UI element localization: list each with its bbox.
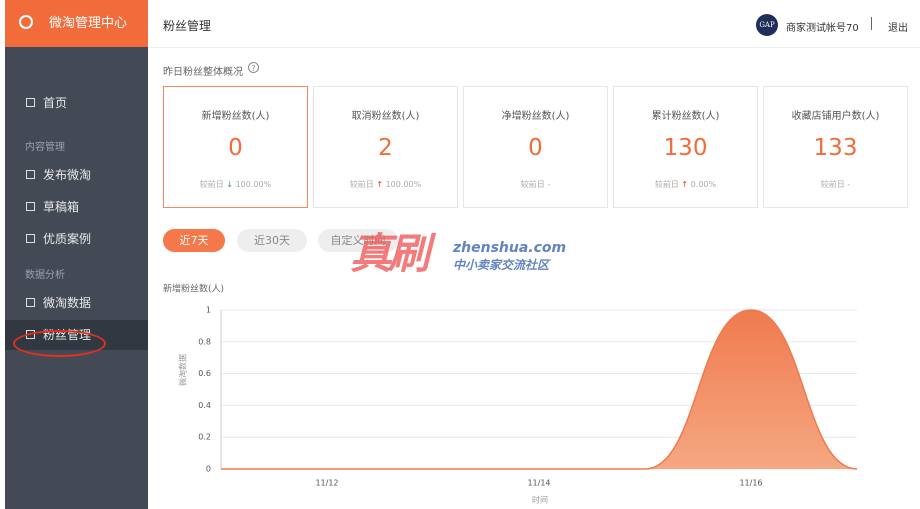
compare-text: 较前日 xyxy=(820,180,845,189)
card-compare: 较前日 ↑ 0.00% xyxy=(614,179,757,190)
nav-item[interactable]: 发布微淘 xyxy=(5,160,148,190)
brand-name: 微淘管理中心 xyxy=(49,16,128,31)
card-compare: 较前日 ↓ 100.00% xyxy=(164,179,307,190)
header xyxy=(148,5,920,48)
card-label: 新增粉丝数(人) xyxy=(201,111,270,122)
nav-icon xyxy=(26,98,35,107)
trend-arrow: ↑ xyxy=(678,180,691,189)
x-tick-label: 11/16 xyxy=(739,479,762,488)
nav-item[interactable]: 优质案例 xyxy=(5,224,148,254)
account-logo: GAP xyxy=(756,14,778,36)
card-value: 2 xyxy=(378,135,393,161)
card-value: 130 xyxy=(663,135,708,161)
trend-arrow: ↑ xyxy=(373,180,386,189)
stat-card[interactable]: 新增粉丝数(人) 0 较前日 ↓ 100.00% xyxy=(163,86,308,208)
overview-title: 昨日粉丝整体概况 xyxy=(163,67,243,78)
stat-card[interactable]: 收藏店铺用户数(人) 133 较前日 - xyxy=(763,86,908,208)
filter-button[interactable]: 近30天 xyxy=(237,229,307,252)
stat-card[interactable]: 净增粉丝数(人) 0 较前日 - xyxy=(463,86,608,208)
y-tick-label: 0.2 xyxy=(198,433,211,442)
compare-text: 较前日 xyxy=(199,180,224,189)
line xyxy=(220,309,858,470)
trend-arrow: ↓ xyxy=(223,180,236,189)
filter-button[interactable]: 近7天 xyxy=(163,229,225,252)
help-icon[interactable]: ? xyxy=(248,62,259,73)
nav-icon xyxy=(26,170,35,179)
nav-label: 发布微淘 xyxy=(43,168,92,182)
nav-group: 内容管理 xyxy=(25,142,65,153)
stat-card[interactable]: 累计粉丝数(人) 130 较前日 ↑ 0.00% xyxy=(613,86,758,208)
highlight-ring xyxy=(13,330,106,357)
card-label: 累计粉丝数(人) xyxy=(651,111,720,122)
account-name[interactable]: 商家测试帐号70 xyxy=(786,23,859,34)
area xyxy=(221,310,857,469)
logout[interactable]: 退出 xyxy=(888,23,908,34)
x-tick-label: 11/12 xyxy=(315,479,338,488)
card-compare: 较前日 ↑ 100.00% xyxy=(314,179,457,190)
x-tick-label: 11/14 xyxy=(527,479,550,488)
brand[interactable]: 微淘管理中心 xyxy=(5,0,148,47)
compare-text: 较前日 xyxy=(654,180,679,189)
chart: 新增粉丝数(人) 微淘数据 时间 0 0.2 0.4 0.6 0.8 1 11/12 11/1… xyxy=(163,283,858,505)
y-tick-label: 1 xyxy=(206,306,211,315)
nav-item[interactable]: 微淘数据 xyxy=(5,288,148,318)
compare-text: 较前日 xyxy=(520,180,545,189)
card-compare: 较前日 - xyxy=(764,179,907,190)
y-tick-label: 0 xyxy=(206,465,211,474)
nav-label: 首页 xyxy=(43,96,68,110)
page-title: 粉丝管理 xyxy=(163,19,212,33)
nav-icon xyxy=(26,202,35,211)
y-tick-label: 0.8 xyxy=(198,337,211,346)
filter-button[interactable]: 自定义时间 xyxy=(318,229,398,252)
card-label: 收藏店铺用户数(人) xyxy=(791,111,880,122)
nav-group: 数据分析 xyxy=(25,270,65,281)
card-value: 133 xyxy=(813,135,858,161)
card-label: 取消粉丝数(人) xyxy=(351,111,420,122)
stat-card[interactable]: 取消粉丝数(人) 2 较前日 ↑ 100.00% xyxy=(313,86,458,208)
change-value: - xyxy=(547,180,551,189)
y-axis-label: 微淘数据 xyxy=(178,354,188,386)
watermark-brand: 真刷 xyxy=(350,229,430,278)
x-axis-label: 时间 xyxy=(532,495,548,505)
nav-item[interactable]: 首页 xyxy=(5,88,148,118)
card-label: 净增粉丝数(人) xyxy=(501,111,570,122)
separator xyxy=(871,17,872,30)
compare-text: 较前日 xyxy=(349,180,374,189)
y-tick-label: 0.4 xyxy=(198,401,211,410)
nav-label: 优质案例 xyxy=(43,232,92,246)
change-value: 0.00% xyxy=(690,180,717,189)
change-value: 100.00% xyxy=(235,180,272,189)
nav-item[interactable]: 草稿箱 xyxy=(5,192,148,222)
nav-icon xyxy=(26,298,35,307)
nav-label: 微淘数据 xyxy=(43,296,92,310)
watermark-slogan: 中小卖家交流社区 xyxy=(453,258,550,272)
change-value: 100.00% xyxy=(385,180,422,189)
card-value: 0 xyxy=(528,135,543,161)
card-value: 0 xyxy=(228,135,243,161)
change-value: - xyxy=(847,180,851,189)
y-tick-label: 0.6 xyxy=(198,369,211,378)
nav-icon xyxy=(26,234,35,243)
chart-title: 新增粉丝数(人) xyxy=(163,283,224,295)
card-compare: 较前日 - xyxy=(464,179,607,190)
nav-label: 草稿箱 xyxy=(43,200,80,214)
sidebar xyxy=(5,0,148,509)
watermark-url: zhenshua.com xyxy=(453,240,567,256)
